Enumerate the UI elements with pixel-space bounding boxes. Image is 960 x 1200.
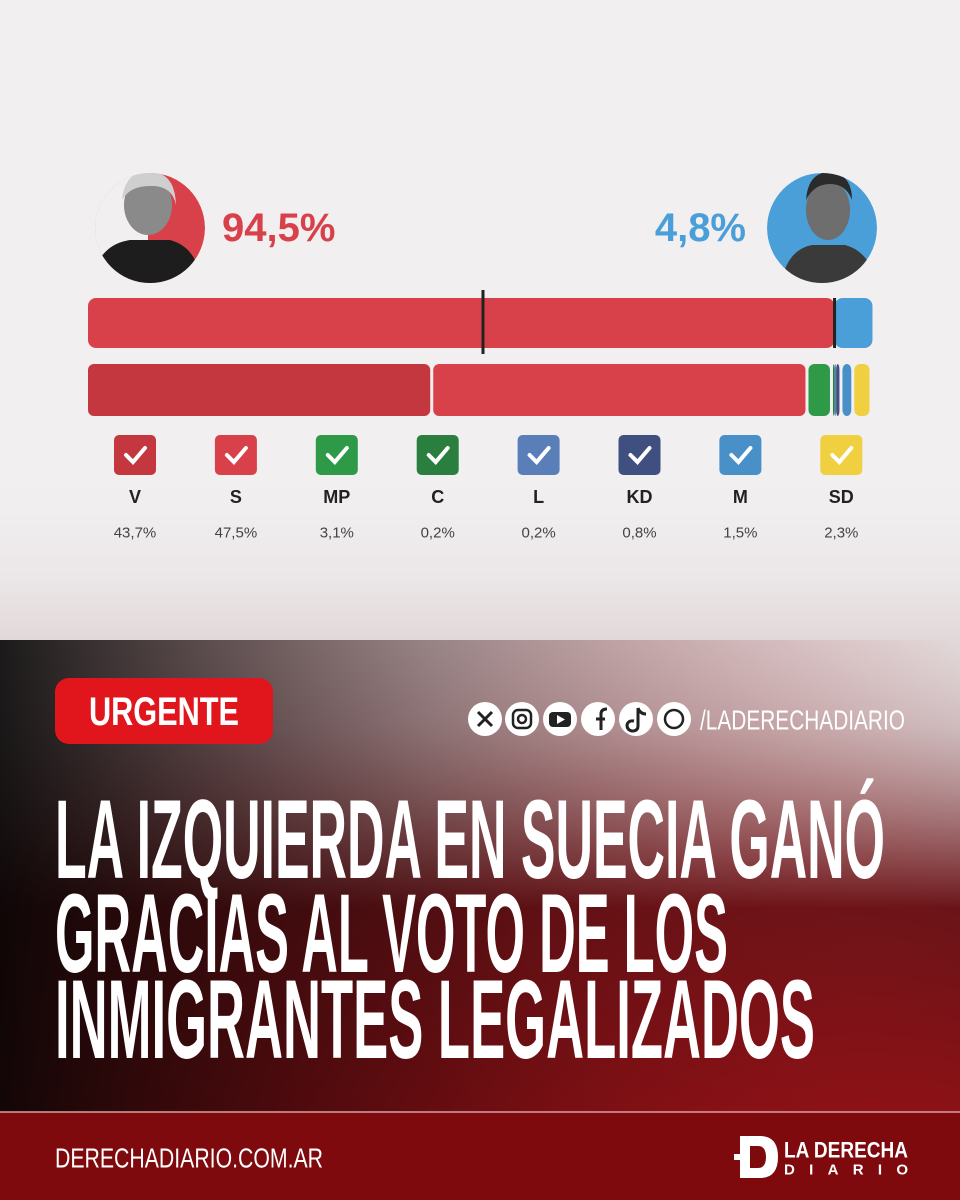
party-checkbox — [820, 435, 863, 475]
party-checkbox — [114, 435, 156, 475]
party-name: KD — [627, 487, 653, 507]
party-checkbox — [416, 435, 459, 475]
headline-line: LA IZQUIERDA EN SUECIA GANÓ — [55, 777, 885, 902]
headline-line: GRACIAS AL VOTO DE LOS — [55, 871, 728, 996]
check-mark — [224, 446, 248, 465]
party-value: 1,5% — [723, 525, 757, 542]
party-checkbox — [517, 435, 560, 475]
footer-bar — [0, 1112, 960, 1200]
party-checkbox — [214, 435, 257, 475]
bloc-bar — [834, 298, 873, 348]
check-mark — [124, 446, 147, 465]
party-bar — [854, 364, 870, 416]
party-name: V — [129, 487, 141, 507]
check-mark — [325, 446, 349, 465]
party-value: 43,7% — [114, 525, 157, 542]
party-bar — [433, 364, 806, 416]
social-icons — [468, 702, 691, 736]
bloc-left-label: 94,5% — [222, 206, 335, 250]
bloc-right-label: 4,8% — [655, 206, 746, 250]
party-checkbox — [315, 435, 358, 475]
party-name: SD — [829, 487, 854, 507]
check-mark — [426, 446, 450, 465]
party-value: 47,5% — [215, 525, 258, 542]
check-mark — [830, 446, 854, 465]
headline-line: INMIGRANTES LEGALIZADOS — [55, 957, 815, 1082]
bloc-bar — [88, 298, 835, 348]
footer-url: DERECHADIARIO.COM.AR — [55, 1143, 323, 1174]
party-bar — [808, 364, 830, 416]
party-name: C — [431, 487, 444, 507]
party-name: M — [733, 487, 748, 507]
party-value: 0,2% — [521, 525, 555, 542]
badge: URGENTE — [89, 690, 239, 734]
brand-name: LA DERECHA — [784, 1138, 908, 1163]
check-mark — [628, 446, 652, 465]
party-name: MP — [323, 487, 350, 507]
party-name: S — [230, 487, 242, 507]
party-bar — [842, 364, 852, 416]
brand-logo — [734, 1136, 778, 1178]
badge-box — [55, 678, 273, 744]
social-handle: /LADERECHADIARIO — [700, 705, 905, 736]
party-value: 2,3% — [824, 525, 858, 542]
party-bar — [834, 364, 837, 416]
party-value: 3,1% — [320, 525, 354, 542]
party-checkbox — [719, 435, 762, 475]
chart: V 43,7% S 47,5% MP 3,1% C 0,2% L 0,2% KD 0,8% M 1,5% S… — [88, 290, 873, 542]
party-bar — [836, 364, 840, 416]
party-bar — [88, 364, 431, 416]
party-name: L — [533, 487, 544, 507]
party-checkbox — [618, 435, 661, 475]
check-mark — [729, 446, 753, 465]
party-value: 0,2% — [421, 525, 455, 542]
party-value: 0,8% — [622, 525, 656, 542]
check-mark — [527, 446, 551, 465]
party-bar — [832, 364, 835, 416]
